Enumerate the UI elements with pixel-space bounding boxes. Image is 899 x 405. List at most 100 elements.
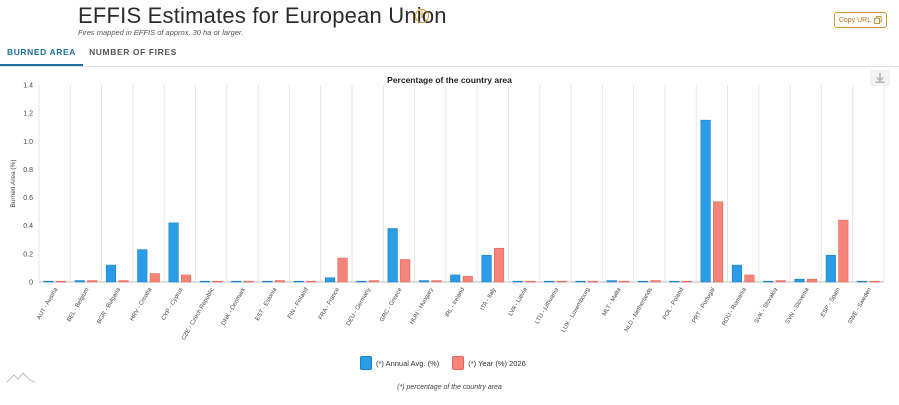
x-tick-label: HUN - Hungary (409, 287, 435, 326)
x-tick-label: ESP - Spain (820, 287, 841, 318)
bar-year (619, 280, 630, 283)
bar-year (806, 278, 818, 283)
tabs-divider (0, 66, 899, 67)
bar-annual-avg (481, 254, 492, 283)
bar-annual-avg (43, 280, 54, 283)
bar-year (681, 280, 692, 283)
y-tick-label: 0.2 (23, 251, 33, 258)
bar-annual-avg (544, 280, 555, 283)
mountain-logo-icon (6, 372, 36, 383)
bar-annual-avg (575, 280, 586, 283)
legend-item-year[interactable]: (*) Year (%) 2026 (452, 356, 526, 370)
y-axis-title: Burned Area (%) (10, 159, 17, 207)
bar-annual-avg (794, 278, 805, 283)
legend-label-year: (*) Year (%) 2026 (468, 358, 526, 368)
bar-year (493, 247, 505, 283)
x-tick-label: PRT - Portugal (692, 287, 717, 324)
bar-annual-avg (105, 264, 117, 283)
bar-annual-avg (763, 280, 774, 283)
page-subtitle: Fires mapped in EFFIS of approx. 30 ha o… (78, 28, 244, 37)
x-tick-label: ROU - Romania (721, 286, 748, 327)
chart-title: Percentage of the country area (387, 75, 512, 85)
x-tick-label: CYP - Cyprus (161, 287, 184, 322)
y-tick-label: 0.4 (23, 223, 33, 230)
bar-year (869, 280, 880, 283)
x-tick-label: DEU - Germany (346, 287, 373, 327)
bar-year (274, 280, 286, 283)
bar-annual-avg (418, 280, 430, 283)
bar-annual-avg (293, 280, 304, 283)
bar-annual-avg (137, 249, 148, 283)
x-tick-label: FRA - France (318, 286, 341, 320)
bar-annual-avg (731, 264, 742, 283)
bar-year (87, 280, 98, 283)
bar-annual-avg (325, 277, 336, 283)
x-tick-label: MLT - Malta (602, 286, 623, 317)
bar-annual-avg (637, 280, 649, 283)
y-tick-label: 0.6 (23, 195, 33, 202)
bar-annual-avg (231, 280, 242, 283)
bar-year (181, 274, 192, 283)
x-tick-label: POL - Poland (662, 287, 685, 321)
info-icon[interactable]: i (415, 9, 429, 23)
bar-year (149, 273, 160, 283)
tab-number-of-fires[interactable]: NUMBER OF FIRES (89, 47, 177, 57)
bar-year (744, 274, 755, 283)
y-tick-label: 1.4 (23, 83, 33, 90)
bar-year (556, 280, 567, 283)
x-tick-label: SWE - Sweden (848, 287, 874, 325)
legend-swatch-annual-avg (360, 356, 372, 370)
chart-footnote: (*) percentage of the country area (397, 384, 502, 391)
bar-annual-avg (356, 280, 367, 283)
bar-annual-avg (857, 280, 868, 283)
bar-annual-avg (669, 280, 680, 283)
legend-label-annual-avg: (*) Annual Avg. (%) (376, 358, 440, 368)
x-tick-label: CZE - Czech Republic (181, 287, 216, 341)
copy-url-label: Copy URL (838, 16, 872, 24)
bar-year (337, 257, 348, 283)
tab-burned-area[interactable]: BURNED AREA (0, 41, 83, 66)
copy-url-button[interactable]: Copy URL (834, 12, 887, 28)
bar-annual-avg (199, 280, 210, 283)
x-tick-label: BGR - Bulgaria (97, 286, 123, 325)
y-tick-label: 0 (29, 280, 33, 287)
bar-year (243, 280, 254, 283)
y-tick-label: 1.0 (23, 139, 33, 146)
bar-annual-avg (74, 280, 85, 283)
copy-icon (874, 16, 882, 24)
tab-bar: BURNED AREA NUMBER OF FIRES (0, 41, 899, 66)
x-tick-label: FIN - Finland (287, 287, 310, 320)
bar-year (525, 280, 536, 283)
bar-year (462, 276, 473, 283)
x-tick-label: ITA - Italy (480, 287, 498, 312)
bar-year (306, 280, 317, 283)
bar-year (775, 280, 786, 283)
bar-annual-avg (387, 228, 398, 283)
bar-year (118, 280, 129, 283)
bar-year (431, 280, 442, 283)
x-tick-label: GRC - Greece (379, 286, 404, 323)
x-tick-label: LVA - Latvia (508, 286, 529, 317)
bar-year (55, 280, 66, 283)
x-tick-label: SVN - Slovenia (785, 286, 811, 325)
download-icon[interactable] (870, 70, 890, 86)
bar-annual-avg (700, 119, 711, 283)
x-tick-label: HRV - Croatia (129, 286, 153, 322)
chart-legend: (*) Annual Avg. (%) (*) Year (%) 2026 (360, 355, 539, 371)
y-tick-label: 0.8 (23, 167, 33, 174)
bar-annual-avg (606, 280, 617, 283)
x-tick-label: BEL - Belgium (66, 287, 90, 323)
x-tick-label: SVK - Slovakia (754, 286, 780, 324)
bar-annual-avg (168, 222, 179, 283)
x-tick-label: DNK - Denmark (221, 286, 248, 327)
bar-year (713, 201, 724, 283)
legend-item-annual-avg[interactable]: (*) Annual Avg. (%) (360, 356, 439, 370)
legend-swatch-year (452, 356, 465, 370)
x-tick-label: EST - Estonia (255, 286, 279, 322)
bar-annual-avg (825, 254, 836, 283)
bar-year (838, 219, 849, 283)
y-tick-label: 1.2 (23, 111, 33, 118)
bar-year (368, 280, 379, 283)
x-tick-label: LTU - Lithuania (535, 286, 561, 325)
